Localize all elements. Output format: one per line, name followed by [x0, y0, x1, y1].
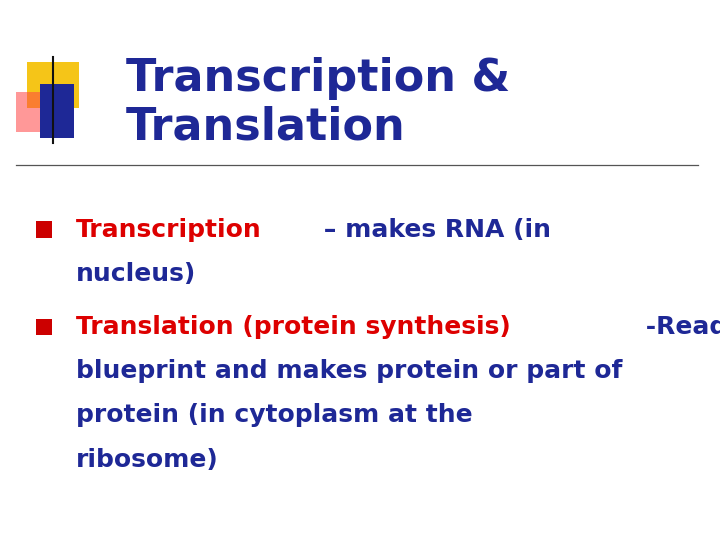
Text: blueprint and makes protein or part of: blueprint and makes protein or part of — [76, 359, 622, 383]
Text: -Reads: -Reads — [636, 315, 720, 339]
Text: Translation (protein synthesis): Translation (protein synthesis) — [76, 315, 510, 339]
Text: Transcription: Transcription — [76, 218, 261, 241]
Text: Transcription &: Transcription & — [126, 57, 510, 100]
Text: Translation: Translation — [126, 105, 406, 148]
Bar — [36, 319, 52, 335]
Bar — [27, 62, 79, 108]
Text: ribosome): ribosome) — [76, 448, 218, 471]
Bar — [16, 92, 63, 132]
Bar — [36, 221, 52, 238]
Text: – makes RNA (in: – makes RNA (in — [315, 218, 552, 241]
Bar — [40, 84, 74, 138]
Text: nucleus): nucleus) — [76, 262, 196, 286]
Text: protein (in cytoplasm at the: protein (in cytoplasm at the — [76, 403, 472, 427]
